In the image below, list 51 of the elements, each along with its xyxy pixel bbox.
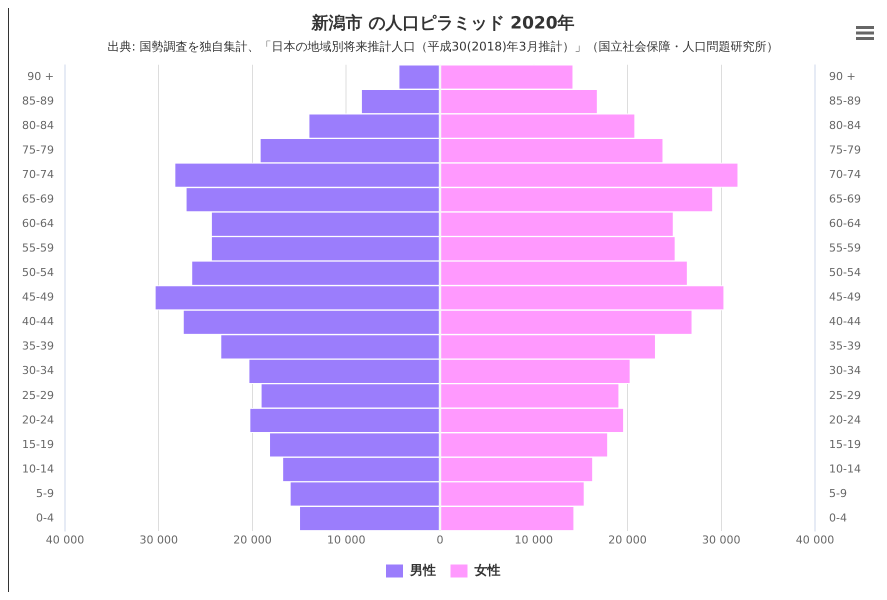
category-label: 40-44 xyxy=(829,315,862,328)
y-tick-label: 65-69 xyxy=(22,192,54,206)
y-tick-label: 60-64 xyxy=(22,217,54,230)
y-tick-label: 45-49 xyxy=(22,290,54,304)
category-label: 0-4 xyxy=(829,511,848,524)
y-tick-label: 90 + xyxy=(27,70,54,83)
y-tick-label: 70-74 xyxy=(22,168,54,182)
y-tick-label: 15-19 xyxy=(22,438,54,451)
category-label: 30-34 xyxy=(829,364,862,378)
y-tick-label: 75-79 xyxy=(22,144,54,156)
category-label: 90 + xyxy=(829,70,856,83)
x-tick-label: 30 000 xyxy=(702,533,741,546)
y-tick-label: 40-44 xyxy=(22,315,54,328)
category-label: 70-74 xyxy=(829,168,862,182)
y-tick-label: 30-34 xyxy=(22,364,54,378)
y-tick-label: 55-59 xyxy=(22,242,54,255)
category-label: 85-89 xyxy=(829,94,862,108)
chart-title: 新潟市 の人口ピラミッド 2020年 xyxy=(310,14,575,34)
chart-subtitle: 出典: 国勢調査を独自集計、「日本の地域別将来推計人口（平成30(2018)年3月推計）」（国立社会保障・人口問題研究所） xyxy=(108,40,778,54)
x-tick-label: 10 000 xyxy=(514,533,554,546)
x-tick-label: 30 000 xyxy=(139,533,178,546)
category-label: 5-9 xyxy=(829,486,848,500)
x-tick-label: 20 000 xyxy=(608,533,647,546)
category-label: 25-29 xyxy=(829,388,862,402)
category-label: 75-79 xyxy=(829,144,862,156)
x-tick-label: 40 000 xyxy=(796,533,834,546)
x-tick-label: 20 000 xyxy=(233,533,272,546)
category-label: 60-64 xyxy=(829,217,862,230)
y-tick-label: 5-9 xyxy=(36,486,54,500)
y-tick-label: 0-4 xyxy=(36,511,54,524)
category-label: 20-24 xyxy=(829,413,862,426)
y-tick-label: 35-39 xyxy=(22,340,54,353)
x-tick-label: 10 000 xyxy=(326,533,366,546)
y-tick-label: 10-14 xyxy=(22,462,54,476)
category-label: 35-39 xyxy=(829,340,862,353)
category-label: 65-69 xyxy=(829,192,862,206)
y-tick-label: 50-54 xyxy=(22,266,54,280)
y-tick-label: 80-84 xyxy=(22,118,54,132)
y-tick-label: 85-89 xyxy=(22,94,54,108)
category-label: 55-59 xyxy=(829,242,862,255)
category-label: 10-14 xyxy=(829,462,862,476)
legend-label: 女性 xyxy=(474,563,500,578)
category-label: 80-84 xyxy=(829,118,862,132)
category-label: 45-49 xyxy=(829,290,862,304)
legend-label: 男性 xyxy=(409,563,436,578)
x-tick-label: 0 xyxy=(436,533,444,546)
y-tick-label: 25-29 xyxy=(22,388,54,402)
y-tick-label: 20-24 xyxy=(22,413,54,426)
category-label: 50-54 xyxy=(829,266,862,280)
x-tick-label: 40 000 xyxy=(46,533,84,546)
category-label: 15-19 xyxy=(829,438,862,451)
